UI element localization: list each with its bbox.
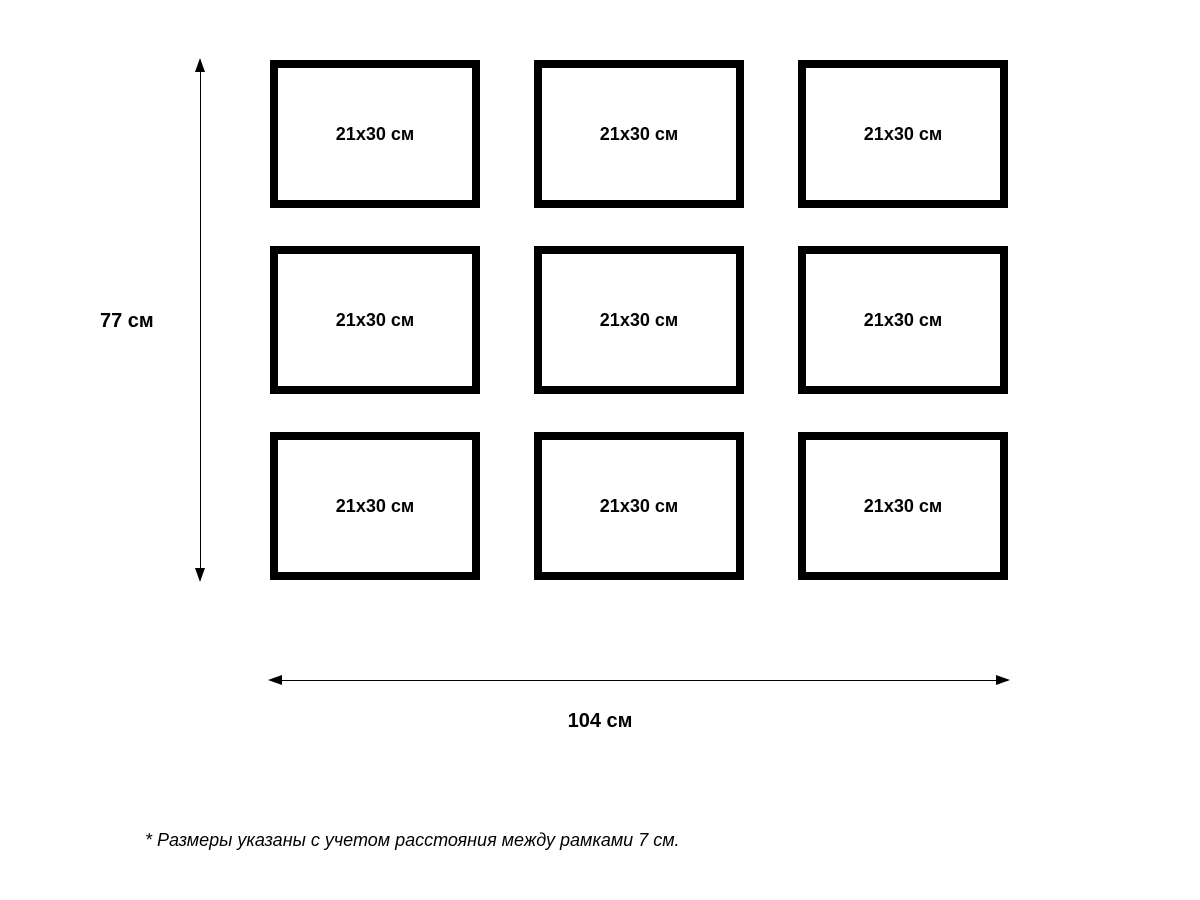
frame-size-label: 21x30 см xyxy=(864,496,942,517)
horizontal-dimension-line xyxy=(270,680,1008,681)
frame-size-label: 21x30 см xyxy=(336,124,414,145)
vertical-dimension-line xyxy=(200,60,201,580)
frame-size-label: 21x30 см xyxy=(600,124,678,145)
frame-cell: 21x30 см xyxy=(270,432,480,580)
diagram-canvas: 77 см 104 см 21x30 см21x30 см21x30 см21x… xyxy=(0,0,1200,900)
horizontal-dimension-label: 104 см xyxy=(568,710,633,733)
arrow-right-icon xyxy=(996,675,1010,685)
frame-size-label: 21x30 см xyxy=(600,496,678,517)
frame-cell: 21x30 см xyxy=(534,432,744,580)
frame-cell: 21x30 см xyxy=(270,60,480,208)
frame-size-label: 21x30 см xyxy=(336,310,414,331)
frame-cell: 21x30 см xyxy=(534,60,744,208)
frame-size-label: 21x30 см xyxy=(864,124,942,145)
frame-cell: 21x30 см xyxy=(270,246,480,394)
footnote-text: * Размеры указаны с учетом расстояния ме… xyxy=(145,830,680,851)
frame-size-label: 21x30 см xyxy=(600,310,678,331)
arrow-down-icon xyxy=(195,568,205,582)
frame-cell: 21x30 см xyxy=(798,60,1008,208)
frame-cell: 21x30 см xyxy=(798,246,1008,394)
frame-cell: 21x30 см xyxy=(534,246,744,394)
vertical-dimension-label: 77 см xyxy=(100,310,154,333)
frame-size-label: 21x30 см xyxy=(864,310,942,331)
frame-size-label: 21x30 см xyxy=(336,496,414,517)
frame-cell: 21x30 см xyxy=(798,432,1008,580)
frame-grid: 21x30 см 21x30 см 21x30 см 21x30 см 21x30 см… xyxy=(270,60,1008,580)
